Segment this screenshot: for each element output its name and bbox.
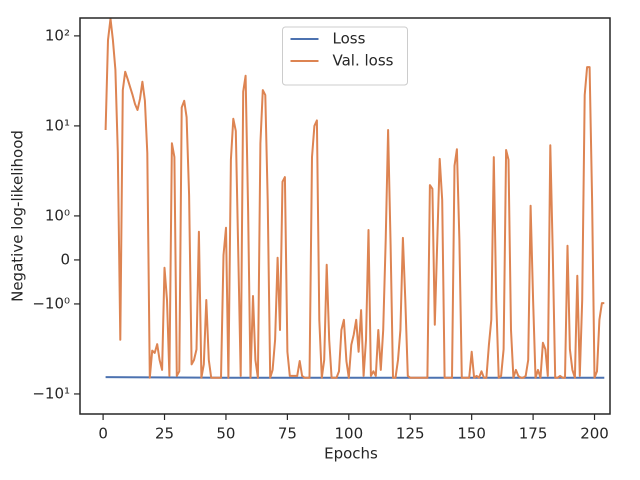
axes-frame — [79, 17, 611, 415]
x-tick-label: 125 — [396, 425, 425, 443]
y-tick-label: −10¹ — [32, 384, 70, 402]
line — [105, 376, 605, 379]
y-tick-label: 10⁰ — [45, 206, 70, 224]
line — [104, 17, 605, 379]
legend-box — [282, 26, 408, 86]
x-tick-label: 50 — [216, 425, 235, 443]
legend-label: Loss — [333, 30, 366, 48]
x-tick-label: 200 — [580, 425, 609, 443]
y-tick-label: 10² — [45, 26, 70, 44]
y-tick-label: 0 — [60, 250, 70, 268]
x-tick-label: 100 — [334, 425, 363, 443]
y-tick-label: 10¹ — [45, 116, 70, 134]
x-tick-label: 25 — [155, 425, 174, 443]
x-axis-label: Epochs — [324, 445, 378, 463]
x-tick-label: 175 — [519, 425, 548, 443]
legend-label: Val. loss — [333, 52, 394, 70]
y-axis-label: Negative log-likelihood — [9, 130, 27, 302]
x-tick-label: 150 — [457, 425, 486, 443]
y-tick-label: −10⁰ — [32, 294, 70, 312]
x-tick-label: 75 — [278, 425, 297, 443]
x-tick-label: 0 — [98, 425, 108, 443]
